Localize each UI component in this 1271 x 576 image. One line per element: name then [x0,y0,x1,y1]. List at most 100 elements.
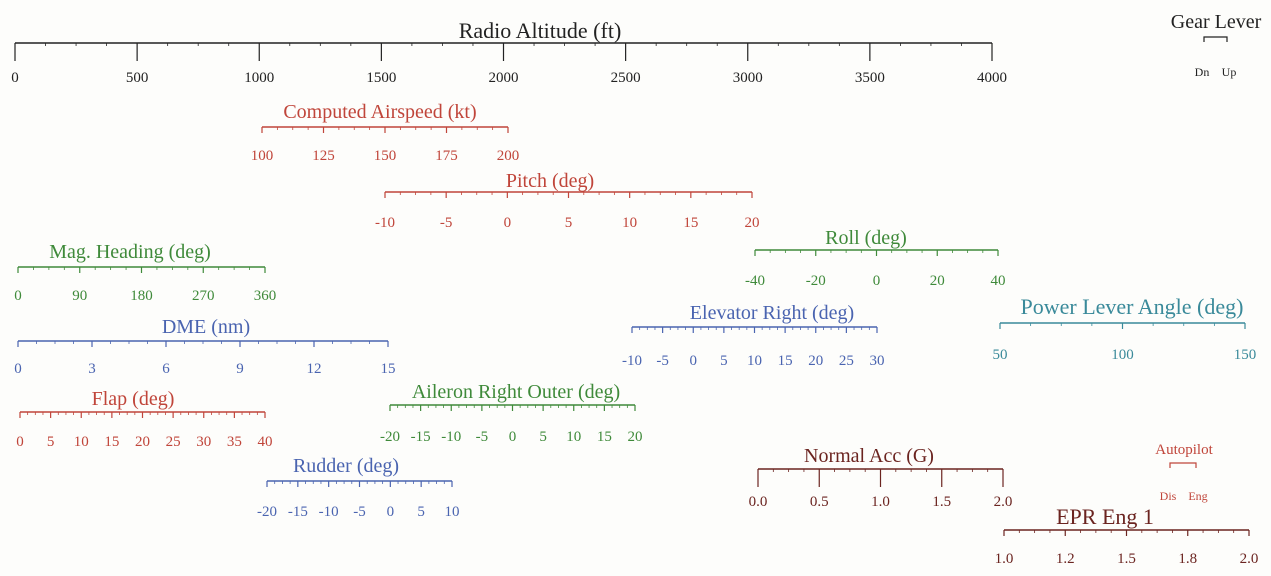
autopilot-title: Autopilot [1155,442,1213,458]
dme-nm-tick-label: 12 [307,361,322,377]
aileron-right-outer-deg-tick-label: 5 [539,429,547,445]
computed-airspeed-kt-tick-label: 150 [374,148,397,164]
roll-deg-tick-label: -20 [806,273,826,289]
aileron-right-outer-deg-tick-label: -20 [380,429,400,445]
radio-altitude-ft-tick-label: 3000 [733,70,763,86]
epr-eng-1-tick-label: 1.5 [1117,551,1136,567]
rudder-deg-tick-label: -20 [257,504,277,520]
normal-acc-g-tick-label: 1.5 [932,494,951,510]
elevator-right-deg-tick-label: 15 [778,353,793,369]
rudder-deg-tick-label: -5 [353,504,366,520]
aileron-right-outer-deg-tick-label: -10 [441,429,461,445]
pitch-deg-tick-label: -5 [440,215,453,231]
rudder-deg-tick-label: -10 [319,504,339,520]
dme-nm-tick-label: 9 [236,361,244,377]
elevator-right-deg-tick-label: 25 [839,353,854,369]
mag-heading-deg-tick-label: 0 [14,288,22,304]
computed-airspeed-kt-title: Computed Airspeed (kt) [283,101,476,123]
gear-lever-title: Gear Lever [1171,11,1262,33]
aileron-right-outer-deg-tick-label: -5 [476,429,489,445]
flap-deg-tick-label: 25 [166,434,181,450]
autopilot-state-label: Dis [1160,489,1177,503]
flap-deg-title: Flap (deg) [92,388,175,410]
mag-heading-deg-tick-label: 270 [192,288,215,304]
pitch-deg-tick-label: 10 [622,215,637,231]
elevator-right-deg-tick-label: 30 [870,353,885,369]
radio-altitude-ft-tick-label: 4000 [977,70,1007,86]
radio-altitude-ft-tick-label: 1000 [244,70,274,86]
radio-altitude-ft-tick-label: 2500 [611,70,641,86]
gear-lever-state-label: Up [1222,65,1237,79]
epr-eng-1-tick-label: 1.0 [995,551,1014,567]
mag-heading-deg-tick-label: 360 [254,288,277,304]
epr-eng-1-tick-label: 1.8 [1178,551,1197,567]
power-lever-angle-deg-tick-label: 100 [1111,347,1134,363]
elevator-right-deg-tick-label: 20 [808,353,823,369]
gear-lever-state-label: Dn [1195,65,1210,79]
normal-acc-g-title: Normal Acc (G) [804,445,934,467]
roll-deg-title: Roll (deg) [825,227,907,249]
epr-eng-1-title: EPR Eng 1 [1056,504,1154,529]
rudder-deg-tick-label: 5 [417,504,425,520]
mag-heading-deg-tick-label: 90 [72,288,87,304]
flap-deg-tick-label: 0 [16,434,24,450]
pitch-deg-title: Pitch (deg) [506,170,594,192]
aileron-right-outer-deg-tick-label: 15 [597,429,612,445]
normal-acc-g-tick-label: 0.5 [810,494,829,510]
computed-airspeed-kt-tick-label: 125 [312,148,335,164]
aileron-right-outer-deg-tick-label: -15 [411,429,431,445]
elevator-right-deg-title: Elevator Right (deg) [690,302,854,324]
rudder-deg-title: Rudder (deg) [293,455,399,477]
power-lever-angle-deg-tick-label: 150 [1234,347,1257,363]
flap-deg-tick-label: 30 [196,434,211,450]
power-lever-angle-deg-tick-label: 50 [993,347,1008,363]
radio-altitude-ft-tick-label: 500 [126,70,149,86]
flap-deg-tick-label: 15 [104,434,119,450]
roll-deg-tick-label: -40 [745,273,765,289]
mag-heading-deg-title: Mag. Heading (deg) [49,241,211,263]
pitch-deg-tick-label: 15 [683,215,698,231]
rudder-deg-tick-label: 10 [445,504,460,520]
autopilot-state-label: Eng [1188,489,1207,503]
aileron-right-outer-deg-tick-label: 10 [566,429,581,445]
flap-deg-tick-label: 35 [227,434,242,450]
aileron-right-outer-deg-tick-label: 20 [628,429,643,445]
dme-nm-tick-label: 0 [14,361,22,377]
pitch-deg-tick-label: 5 [565,215,573,231]
normal-acc-g-tick-label: 1.0 [871,494,890,510]
pitch-deg-tick-label: 0 [504,215,512,231]
power-lever-angle-deg-title: Power Lever Angle (deg) [1021,294,1244,319]
dme-nm-tick-label: 6 [162,361,170,377]
dme-nm-title: DME (nm) [162,316,250,338]
rudder-deg-tick-label: -15 [288,504,308,520]
flap-deg-tick-label: 10 [74,434,89,450]
epr-eng-1-tick-label: 1.2 [1056,551,1075,567]
pitch-deg-tick-label: -10 [375,215,395,231]
aileron-right-outer-deg-tick-label: 0 [509,429,517,445]
elevator-right-deg-tick-label: 0 [690,353,698,369]
flap-deg-tick-label: 5 [47,434,55,450]
autopilot-bracket [1169,462,1197,468]
dme-nm-tick-label: 3 [88,361,96,377]
roll-deg-tick-label: 20 [930,273,945,289]
roll-deg-tick-label: 40 [991,273,1006,289]
radio-altitude-ft-tick-label: 1500 [366,70,396,86]
flap-deg-tick-label: 40 [258,434,273,450]
computed-airspeed-kt-tick-label: 175 [435,148,458,164]
flap-deg-tick-label: 20 [135,434,150,450]
gear-lever-bracket [1203,36,1228,42]
radio-altitude-ft-title: Radio Altitude (ft) [459,18,622,43]
computed-airspeed-kt-tick-label: 100 [251,148,274,164]
elevator-right-deg-tick-label: 10 [747,353,762,369]
computed-airspeed-kt-tick-label: 200 [497,148,520,164]
elevator-right-deg-tick-label: 5 [720,353,728,369]
elevator-right-deg-tick-label: -5 [656,353,669,369]
radio-altitude-ft-tick-label: 2000 [489,70,519,86]
roll-deg-tick-label: 0 [873,273,881,289]
radio-altitude-ft-tick-label: 3500 [855,70,885,86]
aileron-right-outer-deg-title: Aileron Right Outer (deg) [412,381,620,403]
epr-eng-1-tick-label: 2.0 [1240,551,1259,567]
normal-acc-g-tick-label: 2.0 [994,494,1013,510]
mag-heading-deg-tick-label: 180 [130,288,153,304]
